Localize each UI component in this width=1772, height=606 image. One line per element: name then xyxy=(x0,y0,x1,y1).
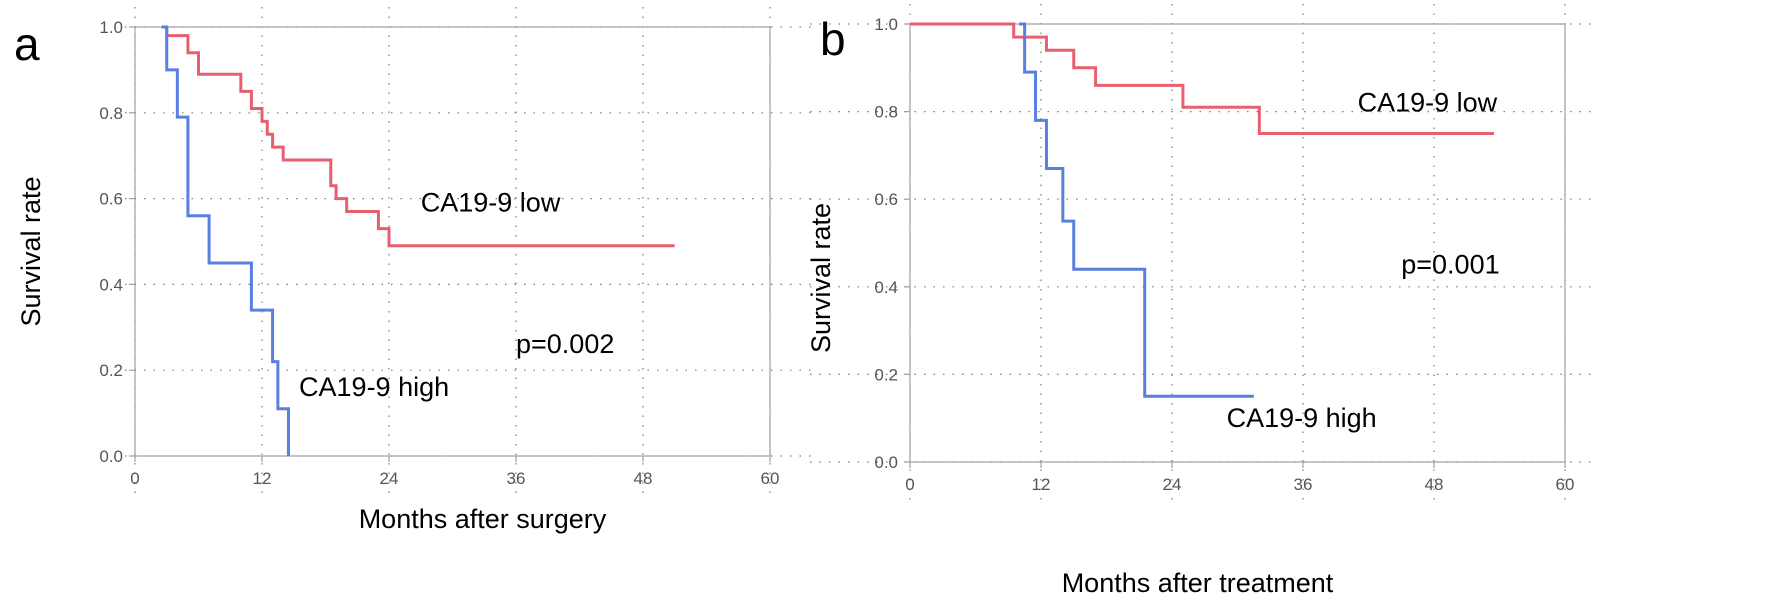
panel-a-chart: 0.0 0.2 0.4 0.6 0.8 1.0 0 12 24 36 48 60 Months afte… xyxy=(14,7,815,534)
y-tick-label: 1.0 xyxy=(99,18,123,37)
y-tick-label: 0.6 xyxy=(99,190,123,209)
x-tick-label: 36 xyxy=(1294,475,1313,494)
panel-letter: b xyxy=(820,13,846,65)
x-axis-title: Months after treatment xyxy=(1062,568,1334,598)
y-tick-label: 0.6 xyxy=(874,190,898,209)
y-axis-title: Survival rate xyxy=(806,203,836,353)
plot-frame xyxy=(909,23,1566,463)
series-line-ca19-9-high xyxy=(1019,22,1254,398)
x-tick-label: 12 xyxy=(253,469,272,488)
y-tick-label: 0.0 xyxy=(874,453,898,472)
panel-b-chart: 0.0 0.2 0.4 0.6 0.8 1.0 0 12 24 36 48 60 Months afte… xyxy=(806,4,1595,598)
plot-frame xyxy=(134,26,771,457)
x-tick-label: 36 xyxy=(507,469,526,488)
x-tick-label: 48 xyxy=(1425,475,1444,494)
series-label: CA19-9 low xyxy=(1358,88,1498,118)
x-tick-label: 24 xyxy=(380,469,399,488)
y-tick-label: 0.8 xyxy=(874,103,898,122)
x-tick-label: 0 xyxy=(905,475,914,494)
series-line-ca19-9-high xyxy=(161,25,290,456)
y-tick-label: 0.2 xyxy=(99,361,123,380)
series-label: CA19-9 high xyxy=(299,372,449,402)
panel-letter: a xyxy=(14,18,40,70)
x-tick-label: 60 xyxy=(1556,475,1575,494)
p-value-label: p=0.002 xyxy=(516,329,614,359)
x-tick-label: 48 xyxy=(634,469,653,488)
p-value-label: p=0.001 xyxy=(1401,250,1499,280)
x-tick-label: 60 xyxy=(761,469,780,488)
x-tick-label: 0 xyxy=(130,469,139,488)
y-tick-label: 0.4 xyxy=(874,278,898,297)
y-tick-label: 0.2 xyxy=(874,365,898,384)
series-line-ca19-9-low xyxy=(165,27,675,248)
x-tick-label: 24 xyxy=(1163,475,1182,494)
series-label: CA19-9 low xyxy=(421,187,561,217)
x-tick-label: 12 xyxy=(1032,475,1051,494)
y-tick-label: 0.0 xyxy=(99,447,123,466)
y-axis-title: Survival rate xyxy=(16,176,46,326)
y-tick-label: 1.0 xyxy=(874,15,898,34)
y-tick-label: 0.4 xyxy=(99,275,123,294)
y-tick-label: 0.8 xyxy=(99,104,123,123)
series-line-ca19-9-low xyxy=(910,22,1495,135)
series-label: CA19-9 high xyxy=(1227,403,1377,433)
x-axis-title: Months after surgery xyxy=(359,504,607,534)
